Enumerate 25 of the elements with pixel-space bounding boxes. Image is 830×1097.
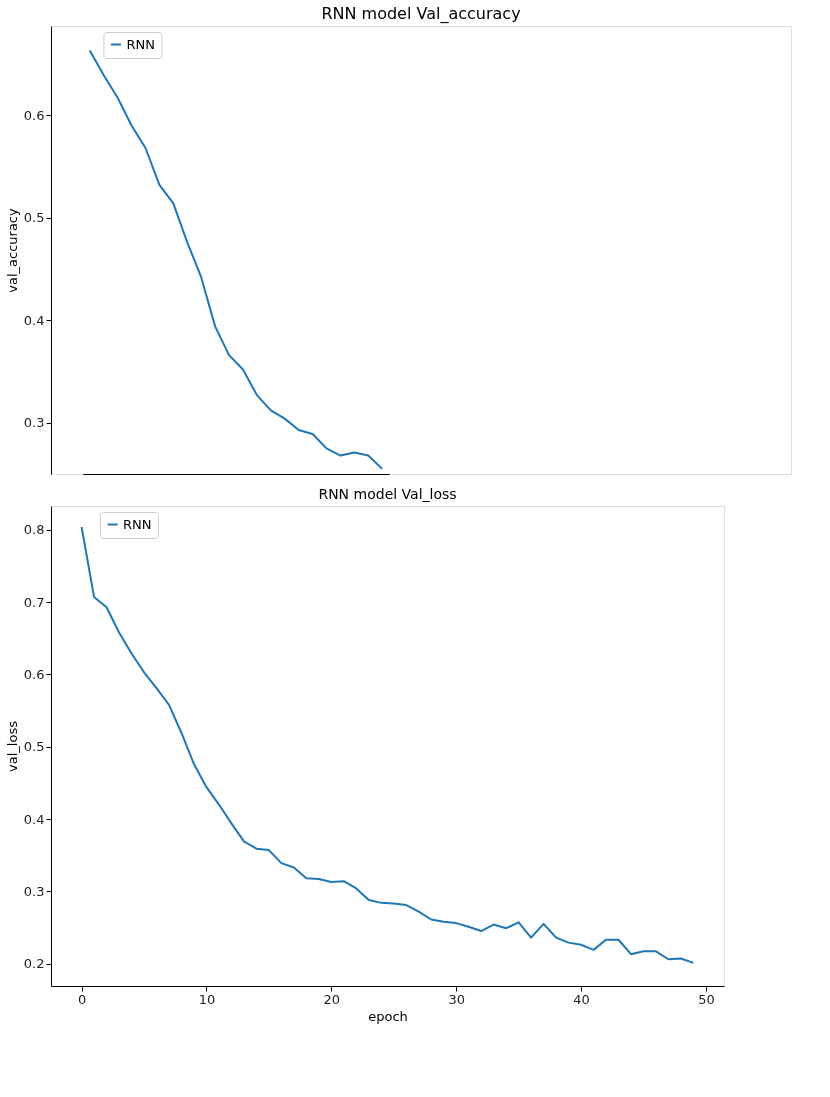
x-tick-label: 10 bbox=[198, 991, 216, 1007]
x-tick-label: 40 bbox=[573, 991, 590, 1007]
x-tick-label: 30 bbox=[448, 991, 465, 1007]
chart-title: RNN model Val_loss bbox=[318, 486, 457, 502]
chart-title: RNN model Val_accuracy bbox=[321, 4, 521, 24]
y-tick-label: 0.5 bbox=[23, 739, 45, 755]
y-tick-label: 0.2 bbox=[23, 956, 45, 972]
line-series bbox=[88, 49, 384, 470]
x-axis-title: epoch bbox=[368, 1008, 408, 1024]
legend-label: RNN bbox=[126, 36, 155, 52]
y-tick-label: 0.6 bbox=[23, 666, 45, 682]
y-axis-title: val_accuracy bbox=[4, 207, 20, 293]
x-tick-label: 50 bbox=[698, 991, 715, 1007]
x-tick-label: 20 bbox=[323, 991, 341, 1007]
y-tick-label: 0.3 bbox=[23, 883, 45, 899]
y-tick-label: 0.3 bbox=[23, 415, 45, 431]
y-tick-label: 0.8 bbox=[23, 522, 45, 538]
y-tick-label: 0.5 bbox=[23, 210, 45, 226]
y-tick-label: 0.4 bbox=[23, 811, 45, 827]
legend-label: RNN bbox=[123, 516, 152, 532]
y-axis-title: val_loss bbox=[4, 720, 20, 772]
y-tick-label: 0.4 bbox=[23, 312, 45, 328]
x-tick-label: 0 bbox=[77, 991, 87, 1007]
y-tick-label: 0.7 bbox=[23, 594, 45, 610]
y-tick-label: 0.6 bbox=[23, 107, 45, 123]
